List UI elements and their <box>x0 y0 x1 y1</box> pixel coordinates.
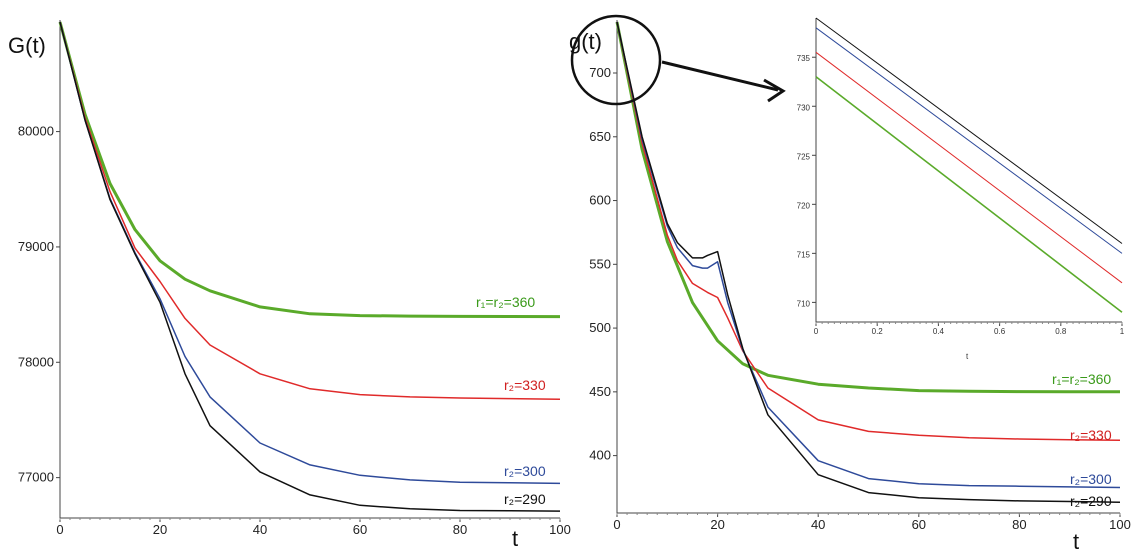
left-xtick-label: 20 <box>153 522 167 537</box>
zoom-arrow-line <box>661 60 779 92</box>
inset-ytick-label: 730 <box>797 103 811 112</box>
left-xtick-label: 60 <box>353 522 367 537</box>
right-ytick-label: 400 <box>589 448 611 463</box>
inset-panel: 0 0.2 0.4 0.6 0.8 1 710 715 720 725 730 735 t <box>797 17 1125 361</box>
right-xtick-label: 60 <box>912 517 926 532</box>
left-label-290: r₂=290 <box>504 491 546 507</box>
right-ytick-label: 550 <box>589 256 611 271</box>
inset-xtick-label: 0.2 <box>872 327 884 336</box>
left-xtick-label: 80 <box>453 522 467 537</box>
left-ytick-label: 77000 <box>18 470 54 485</box>
inset-ytick-label: 715 <box>797 250 811 259</box>
inset-lines <box>815 17 1123 313</box>
left-ytick-label: 80000 <box>18 124 54 139</box>
left-ytick-label: 78000 <box>18 354 54 369</box>
left-lines <box>58 21 561 512</box>
left-xtick-label: 40 <box>253 522 267 537</box>
right-xtick-label: 40 <box>811 517 825 532</box>
right-ytick-label: 700 <box>589 65 611 80</box>
right-label-300: r₂=300 <box>1070 471 1112 487</box>
left-xtick-label: 100 <box>549 522 571 537</box>
inset-ytick-label: 735 <box>797 54 811 63</box>
right-ytick-label: 500 <box>589 320 611 335</box>
right-series-line <box>616 21 1121 442</box>
left-xtick-label: 0 <box>56 522 63 537</box>
right-lines <box>615 21 1121 503</box>
inset-x-label: t <box>966 352 969 361</box>
right-series-line <box>616 21 1121 489</box>
right-label-290: r₂=290 <box>1070 493 1112 509</box>
right-xtick-label: 0 <box>613 517 620 532</box>
inset-xtick-label: 0.4 <box>933 327 945 336</box>
left-y-label: G(t) <box>8 33 46 58</box>
left-ytick-label: 79000 <box>18 239 54 254</box>
left-series-line <box>59 21 561 512</box>
right-xtick-label: 100 <box>1109 517 1131 532</box>
left-label-360: r₁=r₂=360 <box>476 294 535 310</box>
right-panel: 0 20 40 60 80 100 400 450 500 550 600 650 700 g(t) t… <box>569 14 1131 549</box>
left-ticks: 0 20 40 60 80 100 77000 78000 79000 80000 <box>18 124 571 537</box>
inset-ytick-label: 725 <box>797 152 811 161</box>
inset-ticks: 0 0.2 0.4 0.6 0.8 1 710 715 720 725 730 735 <box>797 54 1125 336</box>
right-y-label: g(t) <box>569 29 602 54</box>
inset-series-line <box>815 27 1123 254</box>
right-series-line <box>616 21 1121 503</box>
zoom-arrow-head <box>763 78 786 103</box>
left-label-300: r₂=300 <box>504 463 546 479</box>
inset-series-line <box>815 51 1123 284</box>
right-label-330: r₂=330 <box>1070 427 1112 443</box>
left-label-330: r₂=330 <box>504 377 546 393</box>
right-x-label: t <box>1073 529 1079 549</box>
inset-xtick-label: 0.6 <box>994 327 1006 336</box>
right-label-360: r₁=r₂=360 <box>1052 371 1111 387</box>
inset-series-line <box>815 17 1123 244</box>
inset-series-line <box>815 76 1123 313</box>
right-ytick-label: 650 <box>589 129 611 144</box>
inset-xtick-label: 1 <box>1120 327 1125 336</box>
right-xtick-label: 20 <box>710 517 724 532</box>
right-series-line <box>615 21 1121 394</box>
right-ticks: 0 20 40 60 80 100 400 450 500 550 600 650 700 <box>589 65 1131 532</box>
right-ytick-label: 600 <box>589 193 611 208</box>
left-series-line <box>59 21 561 400</box>
inset-ytick-label: 710 <box>797 299 811 308</box>
right-ytick-label: 450 <box>589 384 611 399</box>
right-xtick-label: 80 <box>1012 517 1026 532</box>
zoom-circle <box>570 14 662 106</box>
left-x-label: t <box>512 526 518 549</box>
left-series-line <box>58 21 561 319</box>
inset-xtick-label: 0.8 <box>1055 327 1067 336</box>
inset-xtick-label: 0 <box>814 327 819 336</box>
inset-ytick-label: 720 <box>797 201 811 210</box>
